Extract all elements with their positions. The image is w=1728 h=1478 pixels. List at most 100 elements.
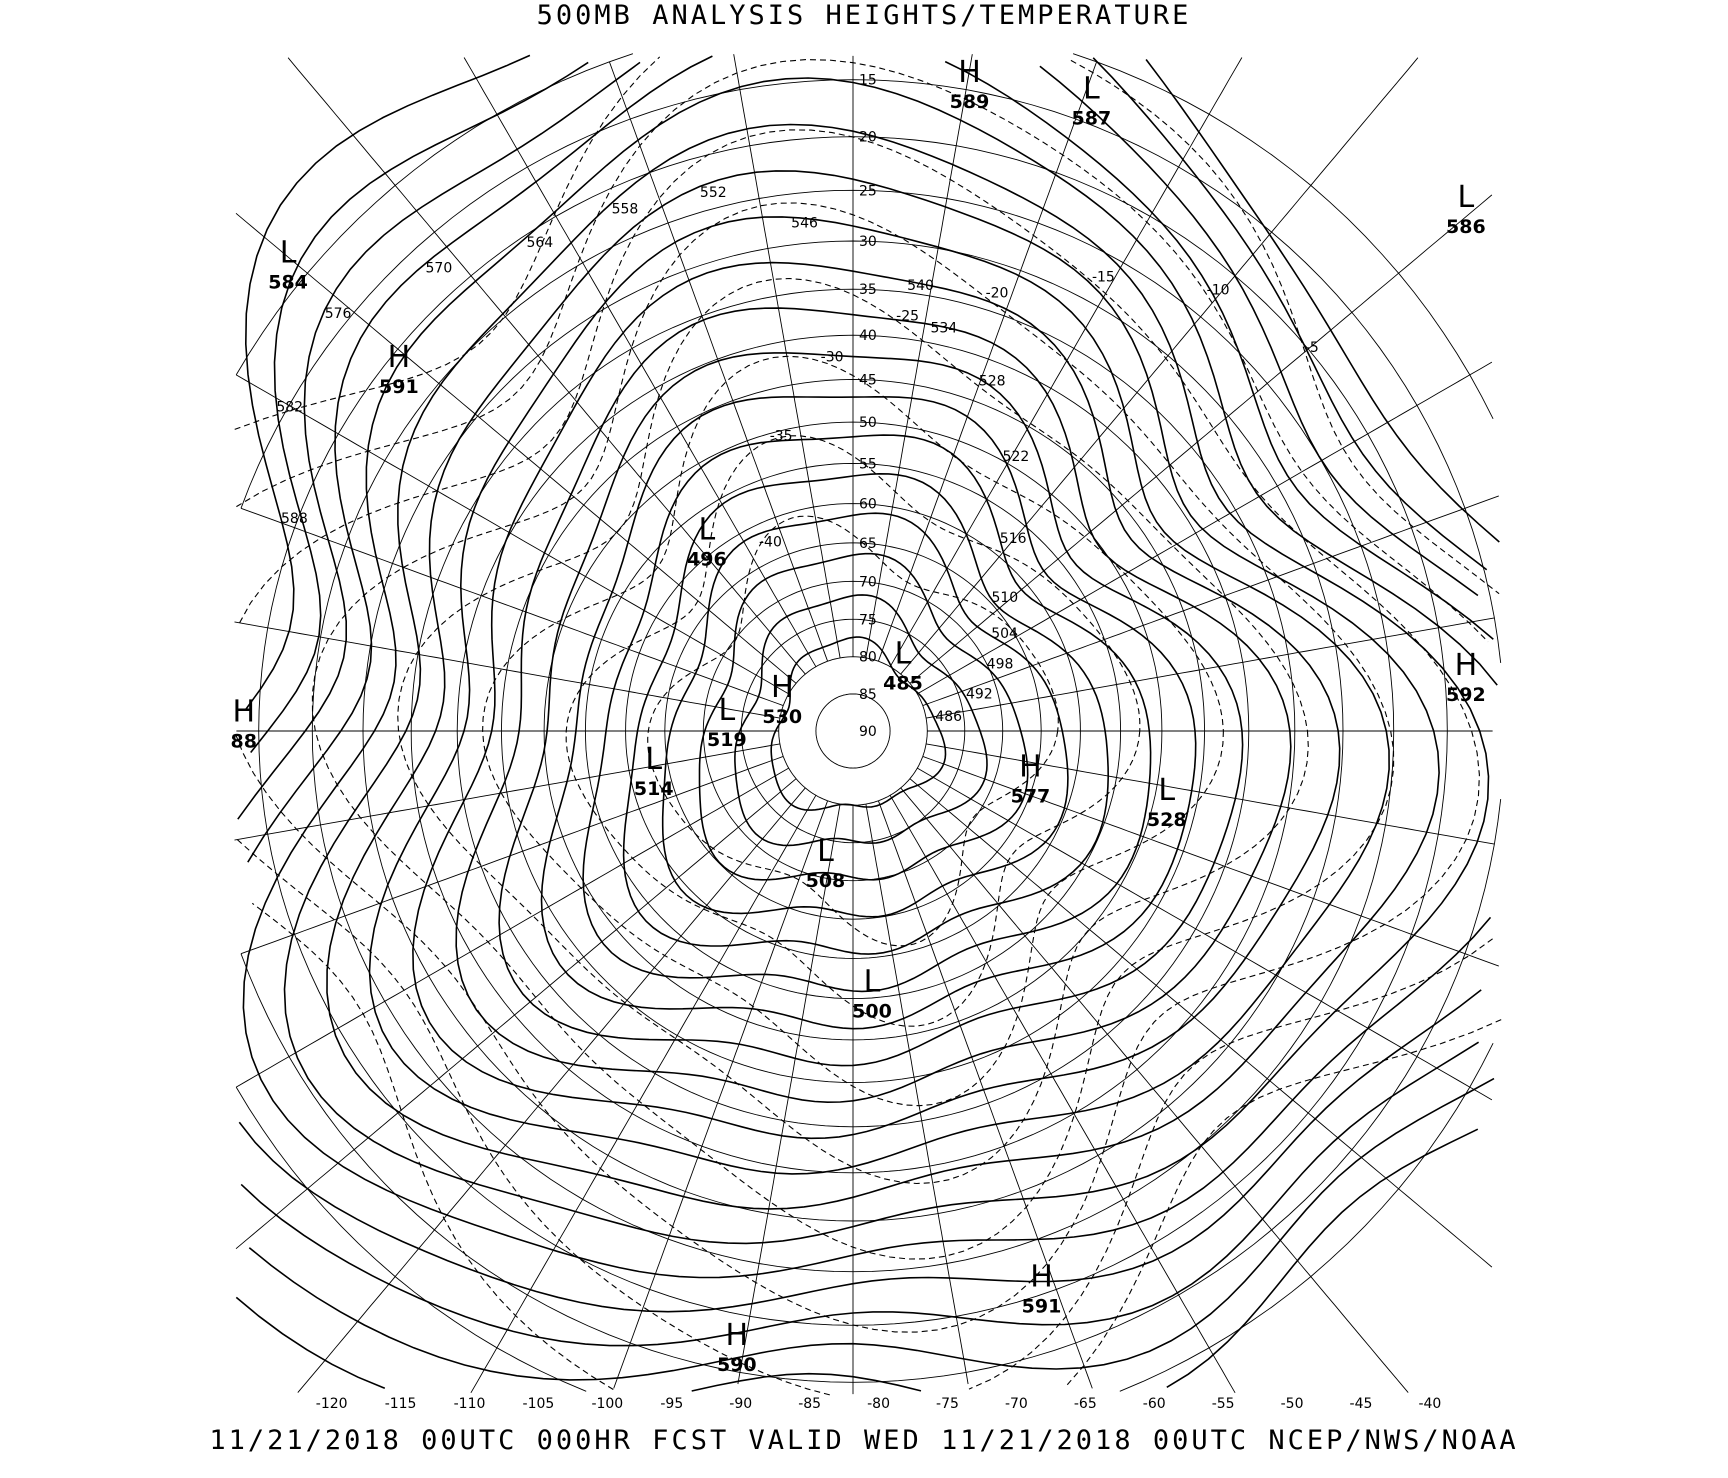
longitude-label: -100 xyxy=(591,1396,623,1412)
pressure-center-value: 592 xyxy=(1446,684,1486,706)
height-contour-label: 546 xyxy=(791,215,818,231)
height-contour-label: 498 xyxy=(987,657,1014,673)
height-contour-label: 564 xyxy=(526,235,553,251)
latitude-label: 65 xyxy=(859,536,877,552)
meridian xyxy=(235,767,789,1088)
height-contour-label: 516 xyxy=(1000,531,1027,547)
height-contour xyxy=(770,636,947,811)
meridian xyxy=(287,57,806,675)
high-pressure-symbol: H xyxy=(1019,750,1042,785)
pressure-center-value: 586 xyxy=(1446,216,1486,238)
low-pressure-symbol: L xyxy=(645,742,662,777)
high-pressure-symbol: H xyxy=(958,55,981,90)
longitude-label: -90 xyxy=(729,1396,752,1412)
height-contour xyxy=(661,512,1069,918)
longitude-label: -80 xyxy=(867,1396,890,1412)
height-contour xyxy=(582,434,1152,993)
valid-time-footer: 11/21/2018 00UTC 000HR FCST VALID WED 11… xyxy=(209,1425,1519,1456)
longitude-label: -95 xyxy=(660,1396,683,1412)
meridian xyxy=(733,54,841,658)
latitude-label: 30 xyxy=(859,234,877,250)
height-contour xyxy=(242,77,1498,1279)
longitude-label: -65 xyxy=(1074,1396,1097,1412)
meridian xyxy=(926,617,1495,719)
height-contour xyxy=(698,552,1029,881)
meridian xyxy=(889,57,1243,667)
temperature-contour-label: -5 xyxy=(1305,340,1319,356)
latitude-circle xyxy=(815,693,891,769)
latitude-label: 70 xyxy=(859,574,877,590)
high-pressure-symbol: H xyxy=(388,340,411,375)
temperature-contour-label: -10 xyxy=(1207,282,1230,298)
pressure-center-value: 528 xyxy=(1147,809,1187,831)
meridian xyxy=(889,795,1236,1394)
height-contour-label: 534 xyxy=(930,320,957,336)
meridian xyxy=(608,61,829,662)
longitude-label: -45 xyxy=(1350,1396,1373,1412)
height-contour-label: 510 xyxy=(991,590,1018,606)
latitude-label: 40 xyxy=(859,328,877,344)
meridian xyxy=(240,507,784,707)
pressure-center-value: 591 xyxy=(1022,1295,1062,1317)
meridian xyxy=(463,57,817,667)
longitude-label: -60 xyxy=(1143,1396,1166,1412)
longitude-label: -105 xyxy=(523,1396,555,1412)
low-pressure-symbol: L xyxy=(280,236,297,271)
latitude-label: 80 xyxy=(859,650,877,666)
height-contour xyxy=(326,170,1440,1210)
meridian xyxy=(865,804,969,1385)
latitude-label: 85 xyxy=(859,687,877,703)
low-pressure-symbol: L xyxy=(1158,773,1175,808)
temperature-contour xyxy=(647,515,1059,947)
longitude-label: -115 xyxy=(385,1396,417,1412)
chart-title: 500MB ANALYSIS HEIGHTS/TEMPERATURE xyxy=(536,0,1192,31)
meridian xyxy=(865,54,973,658)
pressure-center-value: 88 xyxy=(231,730,257,752)
height-contour-label: 528 xyxy=(979,373,1006,389)
high-pressure-symbol: H xyxy=(232,694,255,729)
longitude-label: -120 xyxy=(316,1396,348,1412)
height-contour-label: 540 xyxy=(907,278,934,294)
low-pressure-symbol: L xyxy=(718,693,735,728)
meridian xyxy=(613,800,829,1389)
meridian xyxy=(917,361,1493,695)
height-contour xyxy=(540,395,1197,1030)
high-pressure-symbol: H xyxy=(771,670,794,705)
low-pressure-symbol: L xyxy=(864,965,881,1000)
meridian xyxy=(922,495,1499,707)
temperature-contour xyxy=(397,277,1309,1185)
height-contour xyxy=(283,123,1490,1245)
height-contour xyxy=(734,594,988,847)
low-pressure-symbol: L xyxy=(699,513,716,548)
temperature-contour xyxy=(311,202,1395,1260)
low-pressure-symbol: L xyxy=(817,834,834,869)
pressure-center-value: 584 xyxy=(268,272,308,294)
temperature-contour-label: -25 xyxy=(896,308,919,324)
latitude-label: 55 xyxy=(859,456,877,472)
meridian xyxy=(235,778,797,1250)
temperature-contour xyxy=(236,59,1493,1396)
temperature-contour-label: -30 xyxy=(821,349,844,365)
high-pressure-symbol: H xyxy=(726,1318,749,1353)
longitude-label: -70 xyxy=(1005,1396,1028,1412)
longitude-label: -55 xyxy=(1212,1396,1235,1412)
meridian xyxy=(297,787,806,1393)
meridian xyxy=(909,778,1493,1268)
pressure-center-value: 591 xyxy=(379,376,419,398)
latitude-label: 60 xyxy=(859,497,877,513)
longitude-label: -75 xyxy=(936,1396,959,1412)
latitude-label: 75 xyxy=(859,612,877,628)
height-contour xyxy=(368,216,1390,1175)
meridian xyxy=(235,374,789,695)
height-contour-label: 504 xyxy=(991,626,1018,642)
meridian xyxy=(737,804,841,1385)
height-contour-label: 522 xyxy=(1003,449,1030,465)
meridian xyxy=(877,61,1098,662)
height-contour-label: 576 xyxy=(325,306,352,322)
latitude-label: 90 xyxy=(859,724,877,740)
meridian xyxy=(900,787,1409,1393)
high-pressure-symbol: H xyxy=(1030,1259,1053,1294)
pressure-center-value: 530 xyxy=(762,706,802,728)
low-pressure-symbol: L xyxy=(1458,180,1475,215)
